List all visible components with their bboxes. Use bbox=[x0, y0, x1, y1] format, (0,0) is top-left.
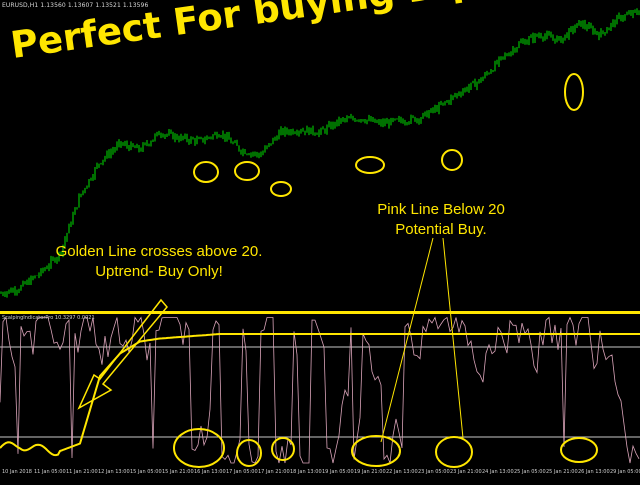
date-tick-label: 24 Jan 13:00 bbox=[482, 469, 514, 475]
pink-line-annotation: Pink Line Below 20 Potential Buy. bbox=[356, 200, 526, 240]
date-tick-label: 12 Jan 13:00 bbox=[98, 469, 130, 475]
golden-line-annotation-line2: Uptrend- Buy Only! bbox=[95, 263, 223, 280]
date-tick-label: 25 Jan 21:00 bbox=[546, 469, 578, 475]
highlight-ellipse bbox=[173, 428, 225, 468]
date-tick-label: 11 Jan 05:00 bbox=[34, 469, 66, 475]
symbol-info: EURUSD,H1 1.13560 1.13607 1.13521 1.1359… bbox=[2, 2, 149, 9]
pink-line-annotation-line1: Pink Line Below 20 bbox=[377, 201, 505, 218]
date-tick-label: 22 Jan 13:00 bbox=[386, 469, 418, 475]
highlight-ellipse bbox=[355, 156, 385, 174]
golden-oscillator-line bbox=[0, 333, 640, 457]
date-tick-label: 17 Jan 05:00 bbox=[226, 469, 258, 475]
golden-line-annotation-line1: Golden Line crosses above 20. bbox=[55, 243, 263, 260]
highlight-ellipse bbox=[270, 181, 292, 197]
highlight-ellipse bbox=[236, 439, 262, 467]
indicator-name: ScalpingIndicatorPro 10.3297 0.0021 bbox=[2, 315, 95, 321]
date-tick-label: 26 Jan 13:00 bbox=[578, 469, 610, 475]
highlight-ellipse bbox=[435, 436, 473, 468]
highlight-ellipse bbox=[351, 435, 401, 467]
highlight-ellipse bbox=[560, 437, 598, 463]
price-candles bbox=[0, 8, 640, 298]
pink-line-annotation-line2: Potential Buy. bbox=[395, 221, 487, 238]
date-tick-label: 16 Jan 13:00 bbox=[194, 469, 226, 475]
indicator-lines bbox=[0, 316, 640, 464]
highlight-ellipse bbox=[234, 161, 260, 181]
date-tick-label: 15 Jan 05:00 bbox=[130, 469, 162, 475]
highlight-ellipse bbox=[271, 437, 295, 461]
date-axis: 10 Jan 2018 11 Jan 05:00 11 Jan 21:00 12 Ja… bbox=[0, 468, 640, 480]
date-tick-label: 29 Jan 05:00 bbox=[610, 469, 640, 475]
highlight-circles bbox=[173, 73, 598, 468]
date-tick-label: 19 Jan 21:00 bbox=[354, 469, 386, 475]
date-tick-label: 18 Jan 13:00 bbox=[290, 469, 322, 475]
date-tick-label: 23 Jan 21:00 bbox=[450, 469, 482, 475]
date-tick-label: 17 Jan 21:00 bbox=[258, 469, 290, 475]
date-tick-label: 15 Jan 21:00 bbox=[162, 469, 194, 475]
chart-window-divider[interactable] bbox=[0, 311, 640, 314]
golden-line-annotation: Golden Line crosses above 20. Uptrend- B… bbox=[34, 242, 284, 282]
golden-line-arrow bbox=[77, 298, 168, 410]
highlight-ellipse bbox=[564, 73, 584, 111]
highlight-ellipse bbox=[441, 149, 463, 171]
date-tick-label: 23 Jan 05:00 bbox=[418, 469, 450, 475]
highlight-ellipse bbox=[193, 161, 219, 183]
date-tick-label: 10 Jan 2018 bbox=[2, 469, 32, 475]
pink-arrow-left bbox=[380, 237, 434, 443]
pink-arrow-right bbox=[442, 237, 464, 439]
date-tick-label: 25 Jan 05:00 bbox=[514, 469, 546, 475]
date-tick-label: 19 Jan 05:00 bbox=[322, 469, 354, 475]
date-tick-label: 11 Jan 21:00 bbox=[66, 469, 98, 475]
annotation-arrows bbox=[77, 237, 464, 443]
